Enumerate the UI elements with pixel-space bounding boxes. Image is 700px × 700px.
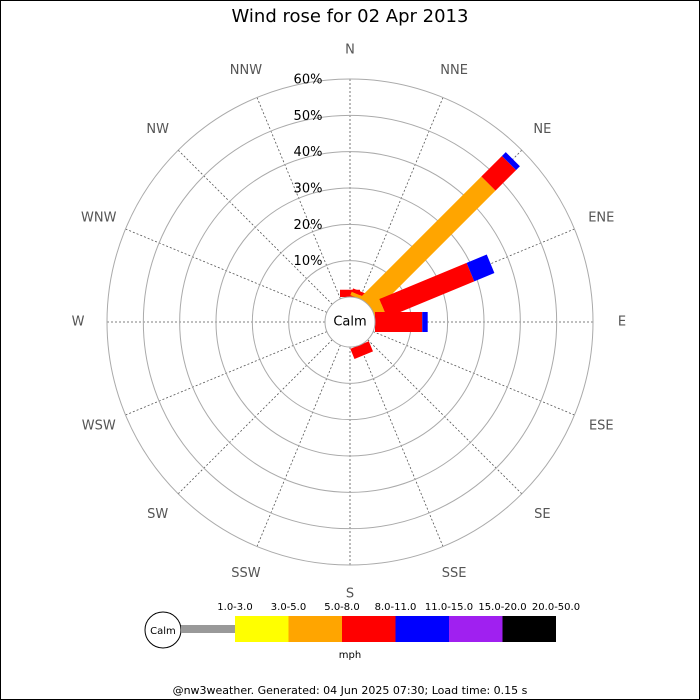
grid-ring xyxy=(106,78,594,566)
r-tick-label: 50% xyxy=(294,109,323,124)
direction-label: N xyxy=(345,43,355,58)
direction-label: WNW xyxy=(81,210,117,225)
grid-ring xyxy=(215,187,485,457)
wind-bar xyxy=(360,176,496,312)
wind-bar xyxy=(375,312,423,332)
grid-ring xyxy=(251,223,449,421)
direction-label: SE xyxy=(534,507,550,522)
legend-label: 20.0-50.0 xyxy=(532,602,580,613)
direction-label: NE xyxy=(533,122,551,137)
direction-label: W xyxy=(72,315,85,330)
wind-bar xyxy=(481,155,517,191)
r-tick-label: 10% xyxy=(294,254,323,269)
legend-label: 8.0-11.0 xyxy=(375,602,417,613)
legend-swatch xyxy=(395,616,449,642)
wind-bar xyxy=(379,262,475,318)
chart-title: Wind rose for 02 Apr 2013 xyxy=(232,6,469,27)
r-tick-label: 20% xyxy=(294,218,323,233)
legend-swatch xyxy=(449,616,503,642)
legend-unit: mph xyxy=(339,650,361,661)
legend-calm-label: Calm xyxy=(150,626,176,637)
legend-swatch xyxy=(502,616,556,642)
r-tick-label: 30% xyxy=(294,182,323,197)
grid-ring xyxy=(179,151,521,493)
rose: N NNE NE ENE E ESE SE SSE S SSW SW WSW W WNW NW NNW Calm… xyxy=(72,43,627,602)
calm-label: Calm xyxy=(333,315,366,330)
wind-bar xyxy=(466,254,495,282)
legend-label: 11.0-15.0 xyxy=(425,602,473,613)
legend-label: 3.0-5.0 xyxy=(271,602,306,613)
footer: @nw3weather. Generated: 04 Jun 2025 07:3… xyxy=(173,684,528,697)
direction-label: NNE xyxy=(440,63,468,78)
legend-swatch xyxy=(181,625,235,633)
legend-label: 15.0-20.0 xyxy=(478,602,526,613)
direction-label: WSW xyxy=(82,419,116,434)
wind-bar xyxy=(422,312,428,332)
r-tick-label: 40% xyxy=(294,145,323,160)
wind-bar xyxy=(501,152,520,171)
r-tick-label: 60% xyxy=(294,73,323,88)
direction-label: SSW xyxy=(231,566,261,581)
legend-label: 5.0-8.0 xyxy=(324,602,359,613)
direction-label: S xyxy=(346,587,354,602)
direction-label: ENE xyxy=(588,210,614,225)
direction-label: NW xyxy=(146,122,169,137)
legend-swatch xyxy=(288,616,342,642)
wind-bar xyxy=(350,341,373,359)
direction-label: E xyxy=(618,315,626,330)
calm-circle xyxy=(324,296,376,348)
legend-label: 1.0-3.0 xyxy=(217,602,252,613)
legend-swatch xyxy=(342,616,396,642)
direction-label: ESE xyxy=(589,419,614,434)
legend-swatch xyxy=(235,616,289,642)
direction-label: SW xyxy=(147,507,168,522)
direction-label: SSE xyxy=(442,566,467,581)
grid-ring xyxy=(142,114,558,530)
direction-label: NNW xyxy=(230,63,262,78)
legend: Calm 1.0-3.0 3.0-5.0 5.0-8.0 8.0-11.0 11.0-15… xyxy=(144,602,580,661)
